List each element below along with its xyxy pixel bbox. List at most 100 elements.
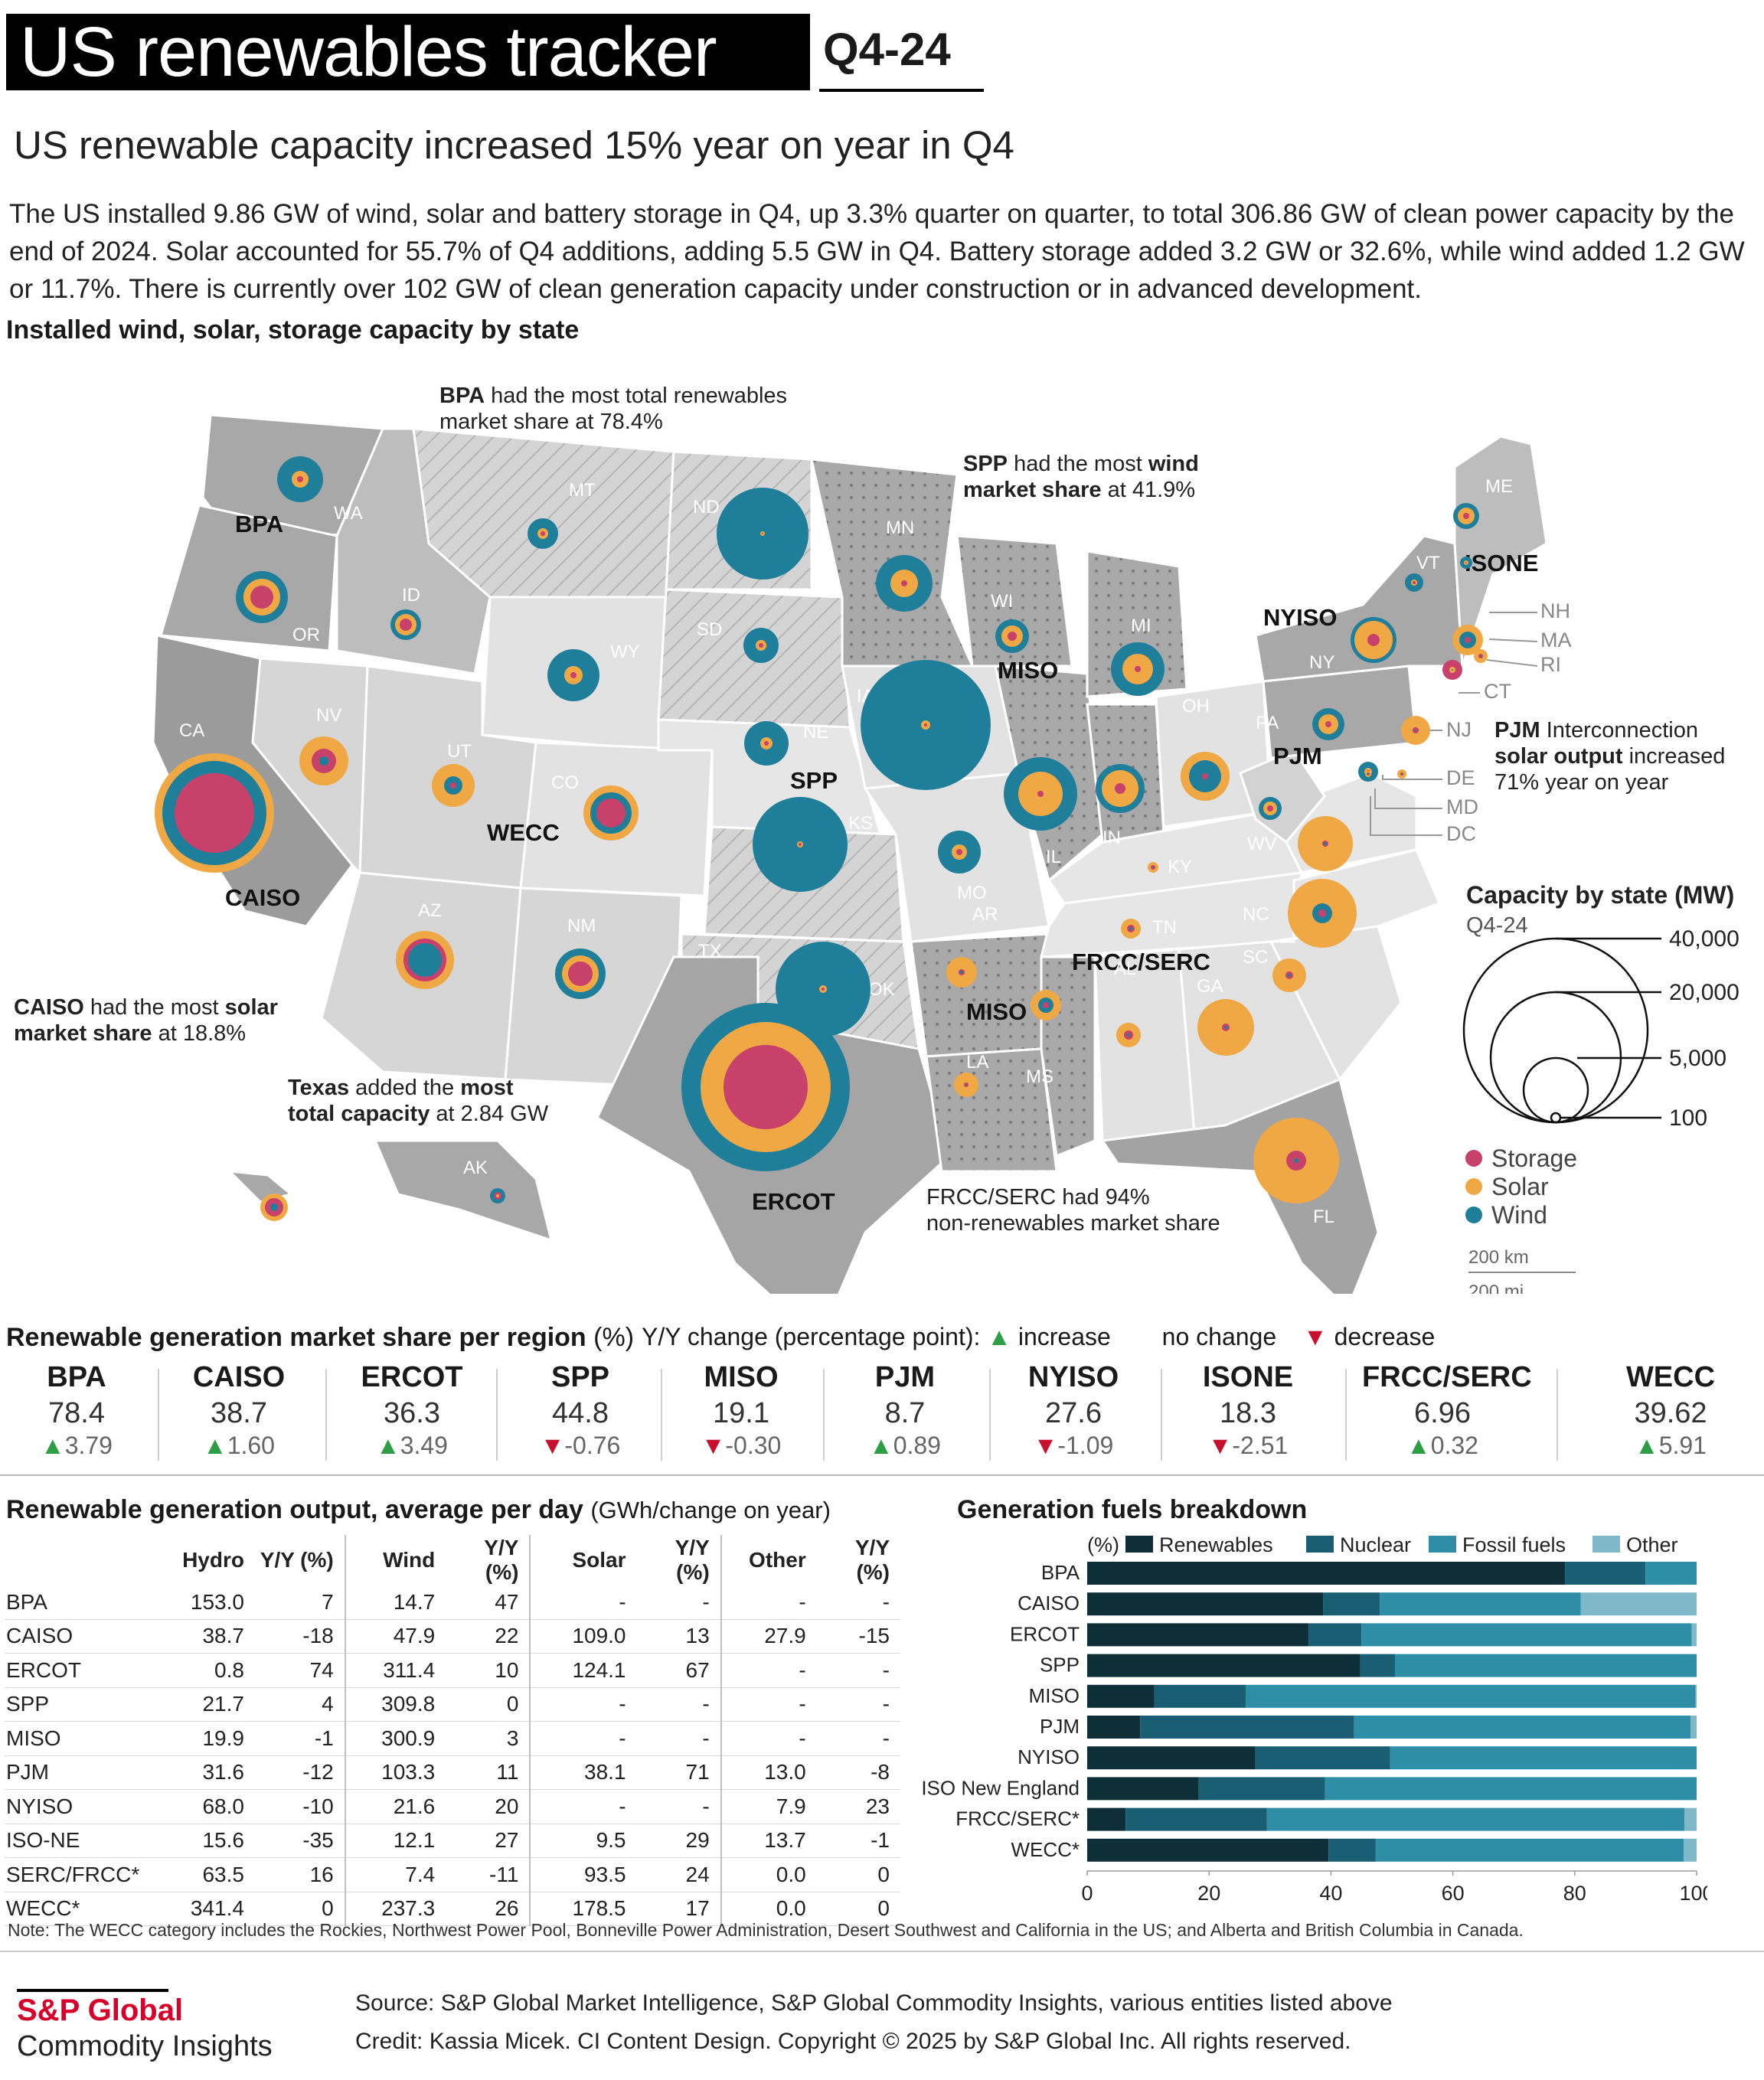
annotation-spp-bold3: market share bbox=[963, 478, 1102, 502]
region-share: 8.7 bbox=[884, 1397, 926, 1429]
state-label: OH bbox=[1182, 696, 1210, 717]
table-cell: 15.6 bbox=[158, 1824, 255, 1858]
bar-segment bbox=[1394, 1654, 1697, 1677]
annotation-caiso-bold2: solar bbox=[225, 995, 278, 1020]
bar-segment bbox=[1645, 1562, 1697, 1585]
annotation-frcc: FRCC/SERC had 94% bbox=[926, 1185, 1150, 1210]
legend-wind: Wind bbox=[1491, 1201, 1547, 1229]
state-wi bbox=[956, 534, 1073, 668]
table-cell: 24 bbox=[636, 1857, 721, 1892]
table-cell: - bbox=[636, 1687, 721, 1722]
bar-segment bbox=[1087, 1807, 1126, 1831]
table-cell: - bbox=[636, 1585, 721, 1620]
table-cell: 68.0 bbox=[158, 1789, 255, 1824]
region-change-value: 1.60 bbox=[227, 1432, 275, 1459]
table-cell: 9.5 bbox=[529, 1824, 637, 1858]
bar-segment bbox=[1361, 1623, 1692, 1647]
table-cell: - bbox=[636, 1789, 721, 1824]
category-label: ERCOT bbox=[1010, 1622, 1080, 1645]
legend-size-20000: 20,000 bbox=[1669, 980, 1740, 1005]
table-row: CAISO 38.7 -18 47.9 22 109.0 13 27.9 -15 bbox=[5, 1619, 900, 1654]
divider bbox=[0, 1951, 1764, 1952]
output-table-title: Renewable generation output, average per… bbox=[6, 1495, 831, 1525]
state-capacity-bubble bbox=[1181, 752, 1230, 801]
table-cell: 178.5 bbox=[529, 1892, 637, 1926]
state-ak bbox=[373, 1139, 554, 1242]
market-share-unit: (%) bbox=[593, 1323, 635, 1352]
leader-line bbox=[1488, 638, 1538, 642]
bar-segment bbox=[1245, 1684, 1696, 1708]
table-cell: 0.0 bbox=[720, 1892, 817, 1926]
legend-decrease: decrease bbox=[1334, 1323, 1436, 1350]
state-label: OK bbox=[868, 979, 895, 1000]
bar-segment bbox=[1323, 1592, 1380, 1616]
bubble-wind bbox=[1152, 867, 1154, 868]
annotation-tx-line2: at 2.84 GW bbox=[436, 1102, 548, 1126]
table-cell: 13.0 bbox=[720, 1755, 817, 1790]
state-capacity-bubble bbox=[1474, 649, 1488, 663]
table-cell: - bbox=[529, 1687, 637, 1722]
table-row: SERC/FRCC* 63.5 16 7.4 -11 93.5 24 0.0 0 bbox=[5, 1857, 900, 1892]
table-cell: 4 bbox=[254, 1687, 345, 1722]
region-change: ▲1.60 bbox=[158, 1432, 319, 1460]
legend-wind-dot bbox=[1465, 1207, 1482, 1223]
table-cell: PJM bbox=[5, 1755, 159, 1790]
separator bbox=[325, 1369, 327, 1461]
region-name: BPA bbox=[47, 1361, 106, 1393]
bar-segment bbox=[1684, 1807, 1697, 1831]
table-cell: 21.7 bbox=[158, 1687, 255, 1722]
bubble-wind bbox=[965, 1084, 967, 1086]
region-change: ▲5.91 bbox=[1590, 1432, 1751, 1460]
state-label: AR bbox=[972, 904, 998, 925]
annotation-bpa-line2: market share at 78.4% bbox=[439, 410, 663, 434]
bubble-wind bbox=[1294, 1158, 1298, 1163]
market-share-strip: BPA 78.4 ▲3.79 CAISO 38.7 ▲1.60 ERCOT 36.3 ▲3.49… bbox=[0, 1361, 1764, 1468]
legend-circle-100 bbox=[1550, 1112, 1562, 1124]
bubble-wind bbox=[1224, 1026, 1227, 1029]
bar-segment bbox=[1087, 1777, 1199, 1801]
state-capacity-bubble bbox=[995, 619, 1029, 653]
table-row: ISO-NE 15.6 -35 12.1 27 9.5 29 13.7 -1 bbox=[5, 1824, 900, 1858]
state-capacity-bubble bbox=[938, 831, 981, 873]
table-cell: WECC* bbox=[5, 1892, 159, 1926]
state-capacity-bubble bbox=[954, 1073, 978, 1097]
bubble-storage bbox=[541, 531, 545, 536]
bar-segment bbox=[1087, 1838, 1329, 1862]
state-label: KS bbox=[848, 813, 873, 834]
state-capacity-bubble bbox=[260, 1193, 288, 1221]
table-cell: 7.9 bbox=[720, 1789, 817, 1824]
svg-text:total capacity at 2.84 GW: total capacity at 2.84 GW bbox=[288, 1102, 549, 1126]
triangle-up-icon: ▲ bbox=[203, 1432, 227, 1459]
table-cell: - bbox=[529, 1789, 637, 1824]
footnote: Note: The WECC category includes the Roc… bbox=[8, 1920, 1524, 1940]
annotation-tx: added the bbox=[355, 1076, 454, 1100]
state-capacity-bubble bbox=[236, 571, 288, 623]
table-cell: - bbox=[720, 1653, 817, 1688]
leader-line bbox=[1374, 789, 1442, 809]
state-capacity-bubble bbox=[681, 1003, 850, 1171]
region-share: 44.8 bbox=[552, 1397, 609, 1429]
table-cell: 29 bbox=[636, 1824, 721, 1858]
region-label-spp: SPP bbox=[790, 767, 838, 794]
bar-segment bbox=[1690, 1716, 1697, 1739]
table-cell: 12.1 bbox=[344, 1824, 446, 1858]
state-label: OR bbox=[292, 625, 320, 645]
state-label: FL bbox=[1313, 1207, 1334, 1227]
region-share: 78.4 bbox=[48, 1397, 105, 1429]
svg-text:market share at 18.8%: market share at 18.8% bbox=[14, 1021, 246, 1046]
state-label: CT bbox=[1484, 680, 1511, 703]
separator bbox=[1161, 1369, 1162, 1461]
bubble-storage bbox=[596, 798, 626, 828]
state-label: ID bbox=[402, 585, 420, 606]
market-share-region: PJM 8.7 ▲0.89 bbox=[825, 1361, 985, 1460]
state-capacity-bubble bbox=[753, 797, 848, 892]
annotation-pjm-bold: PJM bbox=[1494, 718, 1540, 743]
table-cell: 71 bbox=[636, 1755, 721, 1790]
bubble-storage bbox=[1463, 513, 1469, 519]
svg-text:CAISO had the most solar: CAISO had the most solar bbox=[14, 995, 278, 1020]
table-cell: -11 bbox=[446, 1857, 531, 1892]
annotation-frcc-line2: non-renewables market share bbox=[926, 1211, 1220, 1236]
state-capacity-bubble bbox=[1298, 816, 1353, 871]
bar-segment bbox=[1087, 1684, 1155, 1708]
region-change: ▼-0.76 bbox=[500, 1432, 661, 1460]
